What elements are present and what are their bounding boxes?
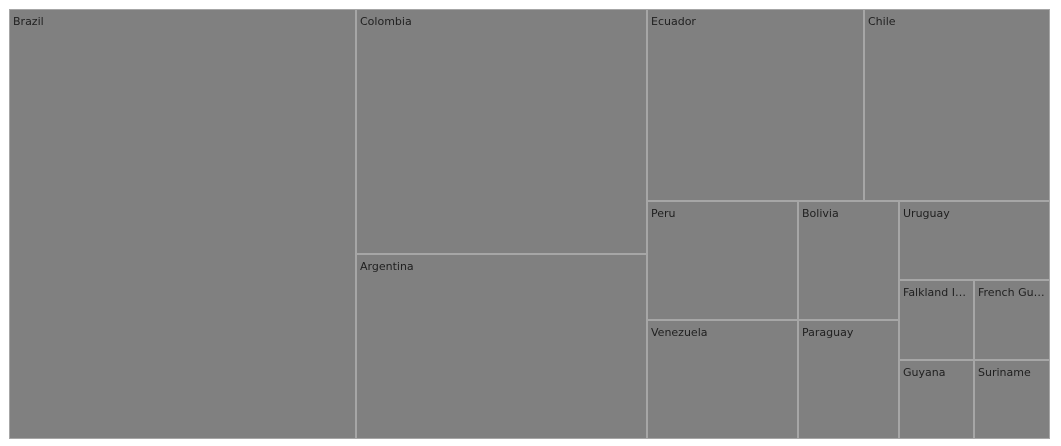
- treemap-tile-label: French Gui...: [978, 286, 1047, 299]
- treemap-tile-bolivia[interactable]: Bolivia: [798, 201, 899, 320]
- treemap-tile-label: Venezuela: [651, 326, 708, 339]
- treemap-tile-peru[interactable]: Peru: [647, 201, 798, 320]
- treemap-tile-label: Bolivia: [802, 207, 839, 220]
- treemap-tile-label: Falkland Isl...: [903, 286, 971, 299]
- treemap-tile-chile[interactable]: Chile: [864, 9, 1050, 201]
- treemap-tile-venezuela[interactable]: Venezuela: [647, 320, 798, 439]
- treemap-tile-suriname[interactable]: Suriname: [974, 360, 1050, 439]
- treemap-chart: Brazil Colombia Argentina Ecuador Chile Peru V…: [9, 9, 1050, 439]
- treemap-tile-label: Suriname: [978, 366, 1031, 379]
- treemap-tile-french-gui[interactable]: French Gui...: [974, 280, 1050, 360]
- treemap-tile-guyana[interactable]: Guyana: [899, 360, 974, 439]
- treemap-tile-uruguay[interactable]: Uruguay: [899, 201, 1050, 280]
- treemap-tile-label: Uruguay: [903, 207, 950, 220]
- treemap-tile-label: Brazil: [13, 15, 44, 28]
- treemap-tile-paraguay[interactable]: Paraguay: [798, 320, 899, 439]
- treemap-tile-argentina[interactable]: Argentina: [356, 254, 647, 439]
- treemap-tile-label: Colombia: [360, 15, 412, 28]
- treemap-tile-ecuador[interactable]: Ecuador: [647, 9, 864, 201]
- treemap-tile-label: Paraguay: [802, 326, 854, 339]
- treemap-tile-label: Peru: [651, 207, 676, 220]
- treemap-tile-brazil[interactable]: Brazil: [9, 9, 356, 439]
- treemap-tile-label: Guyana: [903, 366, 946, 379]
- treemap-tile-label: Ecuador: [651, 15, 696, 28]
- treemap-tile-label: Chile: [868, 15, 896, 28]
- treemap-tile-colombia[interactable]: Colombia: [356, 9, 647, 254]
- treemap-tile-label: Argentina: [360, 260, 414, 273]
- treemap-tile-falkland-isl[interactable]: Falkland Isl...: [899, 280, 974, 360]
